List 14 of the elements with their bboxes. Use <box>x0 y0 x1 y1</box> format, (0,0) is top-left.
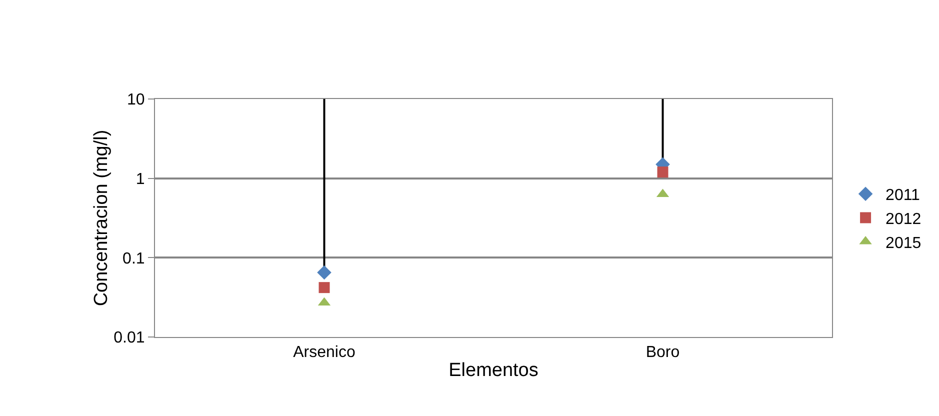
point <box>317 265 332 280</box>
legend-label: 2011 <box>886 187 920 204</box>
legend-label: 2015 <box>886 234 922 252</box>
x-tick-label: Arsenico <box>293 344 356 362</box>
point <box>318 282 330 294</box>
x-axis-title: Elementos <box>448 360 538 381</box>
y-tick-label: 10 <box>127 92 145 109</box>
y-axis-title: Concentracion (mg/l) <box>91 130 112 306</box>
x-tick-label: Boro <box>646 344 680 362</box>
point <box>657 166 668 178</box>
legend-label: 2012 <box>886 210 922 228</box>
y-tick-label: 1 <box>136 170 145 188</box>
y-tick-label: 0.01 <box>114 330 145 347</box>
y-tick-label: 0.1 <box>122 250 145 268</box>
